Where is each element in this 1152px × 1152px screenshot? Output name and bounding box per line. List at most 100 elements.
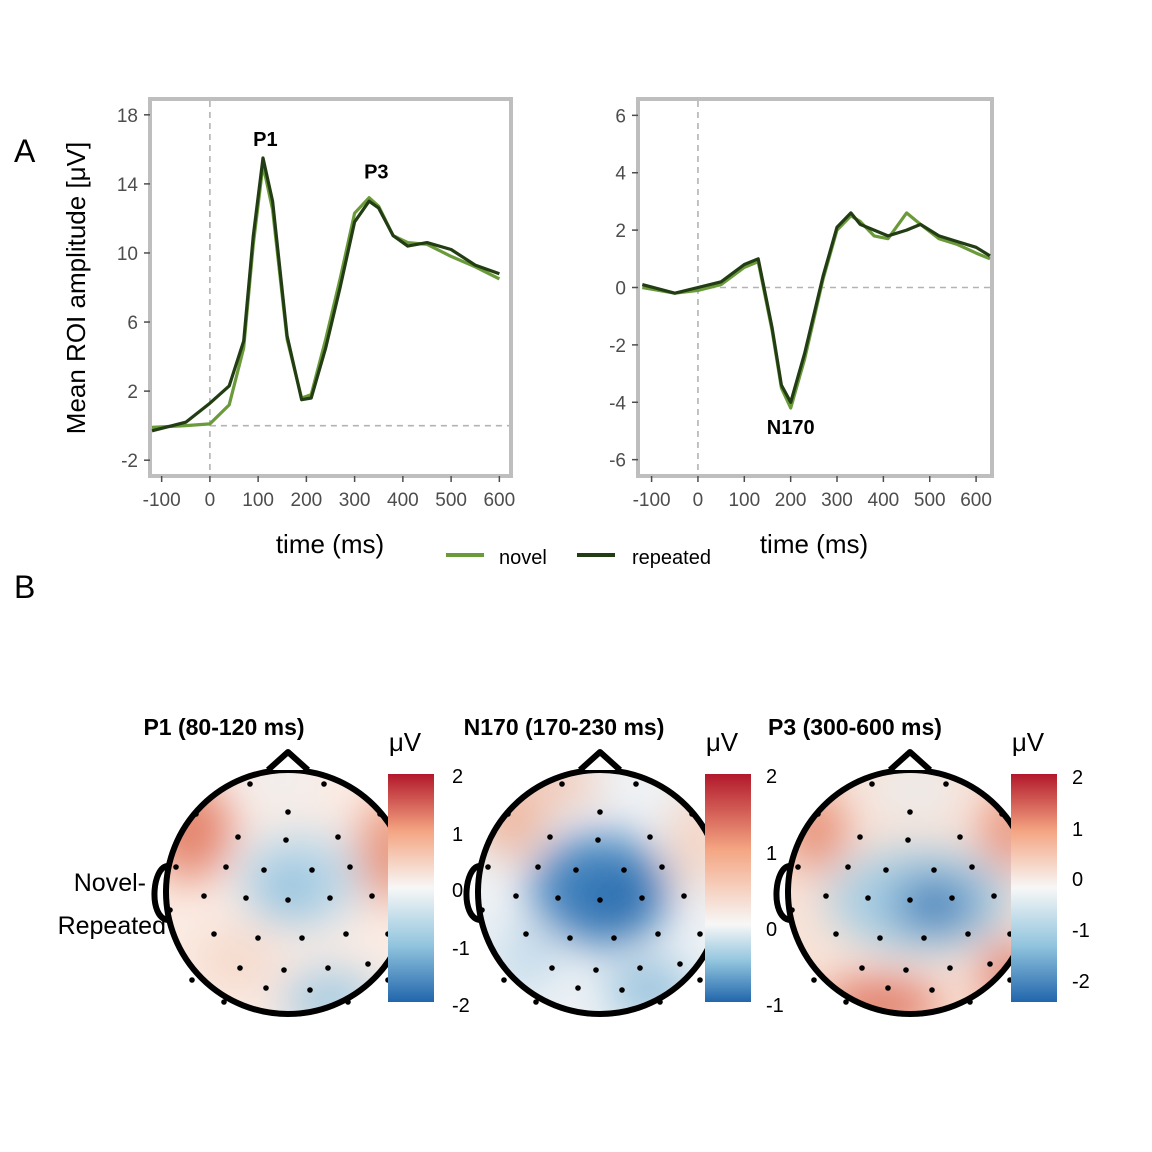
y-tick-label: -2 — [609, 336, 626, 357]
electrode-dot — [377, 811, 383, 817]
y-tick-label: -2 — [121, 451, 138, 472]
electrode-dot — [943, 781, 949, 787]
series-line-repeated — [641, 211, 991, 404]
electrode-dot — [285, 897, 291, 903]
electrode-dot — [845, 864, 851, 870]
electrode-dot — [547, 834, 553, 840]
electrode-dot — [967, 999, 973, 1005]
electrode-dot — [167, 907, 173, 913]
y-tick-label: 14 — [117, 175, 139, 196]
electrode-dot — [365, 961, 371, 967]
topomap-row-label-line1: Novel- — [74, 869, 146, 897]
colorbar-ticks: 2 1 0 -1 -2 — [1072, 767, 1090, 993]
colorbar-unit: μV — [706, 727, 739, 757]
colorbar — [388, 774, 434, 1002]
panel-letter-a: A — [14, 133, 36, 169]
electrode-dot — [885, 985, 891, 991]
y-tick-label: 2 — [127, 382, 138, 403]
series-line-novel — [151, 163, 501, 429]
electrode-dot — [857, 834, 863, 840]
x-tick-label: 100 — [728, 490, 760, 511]
electrode-dot — [243, 895, 249, 901]
x-tick-label: 200 — [775, 490, 807, 511]
electrode-dot — [321, 781, 327, 787]
electrode-dot — [823, 893, 829, 899]
electrode-dot — [859, 965, 865, 971]
nose — [577, 749, 623, 773]
electrode-dot — [991, 893, 997, 899]
electrode-dot — [535, 864, 541, 870]
electrode-dot — [285, 809, 291, 815]
electrode-dot — [811, 977, 817, 983]
legend-label-novel: novel — [499, 547, 547, 569]
electrode-dot — [549, 965, 555, 971]
electrode-dot — [621, 867, 627, 873]
erp-chart-p1-p3: Mean ROI amplitude [μV] time (ms) -100 0 1… — [61, 97, 515, 559]
electrode-dot — [597, 897, 603, 903]
electrode-dot — [681, 893, 687, 899]
electrode-dot — [949, 895, 955, 901]
electrode-dot — [505, 811, 511, 817]
electrode-dot — [335, 834, 341, 840]
electrode-dot — [647, 834, 653, 840]
x-axis-title: time (ms) — [276, 529, 384, 559]
electrode-dot — [815, 811, 821, 817]
electrode-dot — [883, 867, 889, 873]
electrode-dot — [263, 985, 269, 991]
electrode-dot — [639, 895, 645, 901]
plot-frame — [148, 97, 513, 478]
y-tick-label: 2 — [615, 221, 626, 242]
colorbar-tick: -2 — [1072, 971, 1090, 993]
peak-label-p1: P1 — [253, 129, 277, 151]
topomap-surface — [478, 770, 722, 1014]
electrode-dot — [343, 931, 349, 937]
electrode-dot — [633, 781, 639, 787]
electrode-dot — [189, 977, 195, 983]
electrode-dot — [659, 864, 665, 870]
colorbar-tick: 0 — [766, 919, 777, 941]
x-tick-label: 300 — [339, 490, 371, 511]
electrode-dot — [559, 781, 565, 787]
electrode-dot — [921, 935, 927, 941]
x-tick-label: 200 — [291, 490, 323, 511]
nose — [887, 749, 933, 773]
electrode-dot — [369, 893, 375, 899]
electrode-dot — [211, 931, 217, 937]
electrode-dot — [905, 837, 911, 843]
electrode-dot — [533, 999, 539, 1005]
topomap-row-label-line2: Repeated — [58, 912, 166, 940]
legend-label-repeated: repeated — [632, 547, 711, 569]
electrode-set — [479, 781, 723, 1005]
colorbar-tick: -2 — [452, 995, 470, 1017]
electrode-dot — [969, 864, 975, 870]
electrode-dot — [299, 935, 305, 941]
electrode-dot — [637, 965, 643, 971]
electrode-dot — [347, 864, 353, 870]
electrode-dot — [573, 867, 579, 873]
electrode-dot — [513, 893, 519, 899]
electrode-dot — [555, 895, 561, 901]
colorbar-tick: 0 — [1072, 869, 1083, 891]
nose — [265, 749, 311, 773]
electrode-dot — [869, 781, 875, 787]
y-tick-label: -6 — [609, 451, 626, 472]
series-line-repeated — [151, 156, 500, 433]
electrode-dot — [655, 931, 661, 937]
electrode-dot — [201, 893, 207, 899]
electrode-dot — [193, 811, 199, 817]
electrode-dot — [987, 961, 993, 967]
electrode-dot — [595, 837, 601, 843]
electrode-dot — [567, 935, 573, 941]
electrode-dot — [255, 935, 261, 941]
topomap-title: P1 (80-120 ms) — [143, 714, 304, 740]
plot-frame — [636, 97, 994, 478]
topomap-p3: P3 (300-600 ms) μV 2 1 0 -1 -2 — [768, 714, 1090, 1017]
x-tick-label: 300 — [821, 490, 853, 511]
x-tick-label: 0 — [693, 490, 704, 511]
peak-label-n170: N170 — [767, 417, 815, 439]
colorbar-tick: 2 — [1072, 767, 1083, 789]
topomap-n170: N170 (170-230 ms) μV 2 1 0 -1 — [463, 714, 784, 1017]
x-tick-label: -100 — [143, 490, 181, 511]
x-tick-label: 500 — [435, 490, 467, 511]
